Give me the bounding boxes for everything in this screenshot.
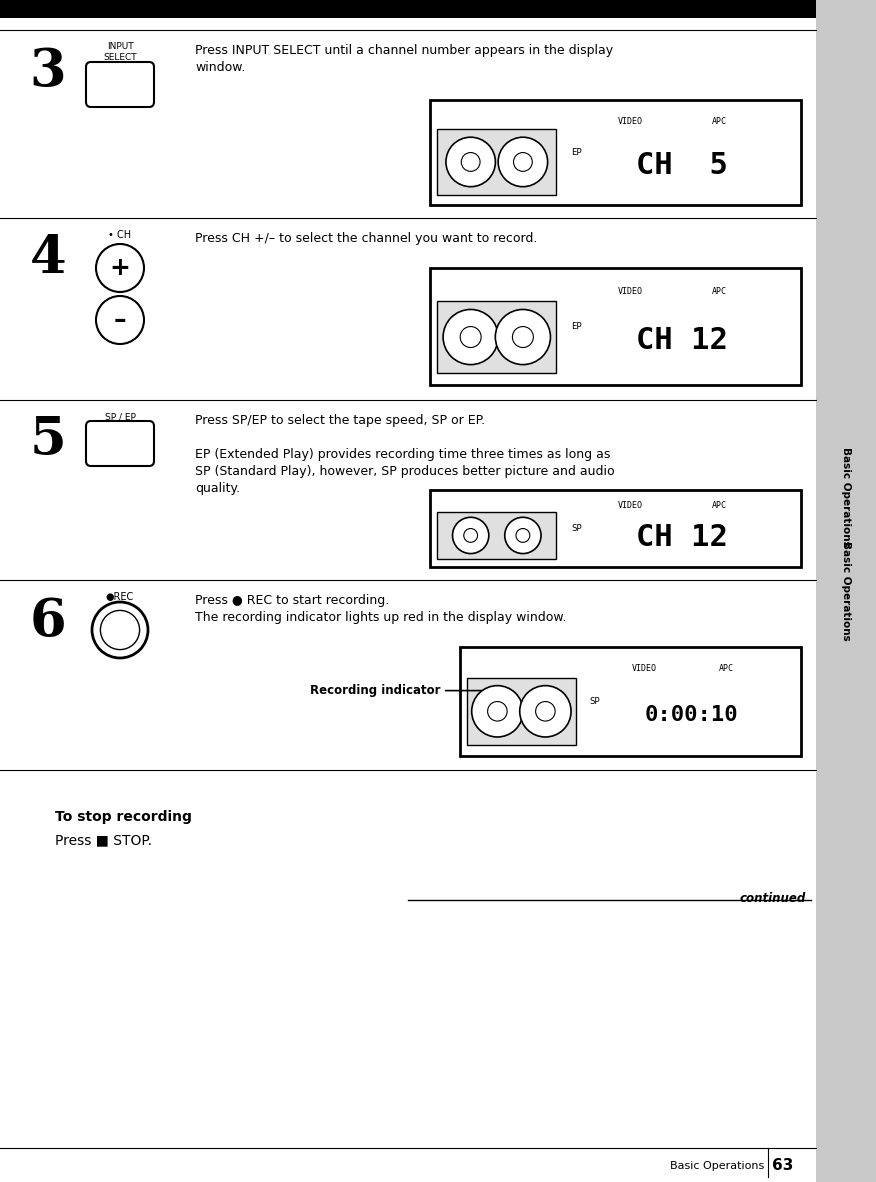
Bar: [460, 647, 801, 756]
Text: CH  5: CH 5: [636, 150, 728, 180]
Bar: [430, 268, 801, 385]
Text: Basic Operations: Basic Operations: [670, 1161, 764, 1171]
Text: VIDEO: VIDEO: [618, 117, 643, 125]
Circle shape: [505, 518, 541, 553]
Circle shape: [96, 296, 144, 344]
Text: +: +: [110, 256, 131, 280]
Text: Press CH +/– to select the channel you want to record.: Press CH +/– to select the channel you w…: [195, 232, 537, 245]
Circle shape: [92, 602, 148, 658]
Text: 63: 63: [772, 1158, 794, 1174]
Bar: [467, 677, 576, 745]
Circle shape: [446, 137, 496, 187]
Circle shape: [535, 702, 555, 721]
Text: Press INPUT SELECT until a channel number appears in the display: Press INPUT SELECT until a channel numbe…: [195, 44, 613, 57]
Circle shape: [498, 137, 548, 187]
FancyBboxPatch shape: [86, 61, 154, 108]
Text: 3: 3: [30, 46, 67, 97]
Circle shape: [516, 528, 530, 543]
Text: SP (Standard Play), however, SP produces better picture and audio: SP (Standard Play), however, SP produces…: [195, 465, 615, 478]
Circle shape: [462, 152, 480, 171]
Text: ●REC: ●REC: [106, 592, 134, 602]
Text: Basic Operations: Basic Operations: [841, 447, 851, 546]
Circle shape: [96, 243, 144, 292]
Text: continued: continued: [739, 892, 806, 905]
Text: APC: APC: [718, 664, 733, 674]
FancyBboxPatch shape: [86, 421, 154, 466]
Text: To stop recording: To stop recording: [55, 810, 192, 824]
Text: EP: EP: [571, 322, 582, 331]
Circle shape: [460, 326, 481, 348]
Text: Press SP/EP to select the tape speed, SP or EP.: Press SP/EP to select the tape speed, SP…: [195, 414, 485, 427]
Text: quality.: quality.: [195, 482, 240, 495]
Circle shape: [519, 686, 571, 738]
Text: VIDEO: VIDEO: [618, 287, 643, 296]
Text: 0:00:10: 0:00:10: [645, 704, 738, 725]
Text: SP: SP: [590, 696, 600, 706]
Text: Press ■ STOP.: Press ■ STOP.: [55, 833, 152, 847]
Text: EP: EP: [571, 148, 582, 157]
Text: APC: APC: [712, 501, 727, 509]
Text: 6: 6: [30, 596, 67, 648]
Text: INPUT: INPUT: [107, 43, 133, 51]
Text: SP / EP: SP / EP: [104, 413, 136, 421]
Text: The recording indicator lights up red in the display window.: The recording indicator lights up red in…: [195, 611, 567, 624]
Circle shape: [513, 152, 533, 171]
Bar: [437, 129, 556, 195]
Bar: [437, 300, 556, 374]
Text: SELECT: SELECT: [103, 53, 137, 61]
Bar: [430, 100, 801, 204]
Circle shape: [495, 310, 550, 364]
Text: CH 12: CH 12: [636, 524, 728, 552]
Circle shape: [101, 610, 139, 650]
Circle shape: [488, 702, 507, 721]
Circle shape: [443, 310, 498, 364]
Bar: [0, 0, 816, 18]
Text: Press ● REC to start recording.: Press ● REC to start recording.: [195, 595, 389, 608]
Text: APC: APC: [712, 117, 727, 125]
Text: –: –: [114, 309, 126, 332]
Text: APC: APC: [712, 287, 727, 296]
Bar: [437, 512, 556, 559]
Text: Recording indicator: Recording indicator: [309, 684, 492, 697]
Text: Basic Operations: Basic Operations: [841, 541, 851, 641]
Text: VIDEO: VIDEO: [618, 501, 643, 509]
Text: 4: 4: [30, 233, 67, 284]
Text: 5: 5: [30, 414, 67, 465]
Circle shape: [471, 686, 523, 738]
Text: window.: window.: [195, 61, 245, 74]
Text: VIDEO: VIDEO: [632, 664, 657, 674]
Text: EP (Extended Play) provides recording time three times as long as: EP (Extended Play) provides recording ti…: [195, 448, 611, 461]
Bar: [816, 0, 876, 1182]
Circle shape: [512, 326, 533, 348]
Text: CH 12: CH 12: [636, 326, 728, 355]
Circle shape: [463, 528, 477, 543]
Text: SP: SP: [571, 524, 582, 533]
Text: • CH: • CH: [109, 230, 131, 240]
Circle shape: [453, 518, 489, 553]
Bar: [430, 491, 801, 567]
